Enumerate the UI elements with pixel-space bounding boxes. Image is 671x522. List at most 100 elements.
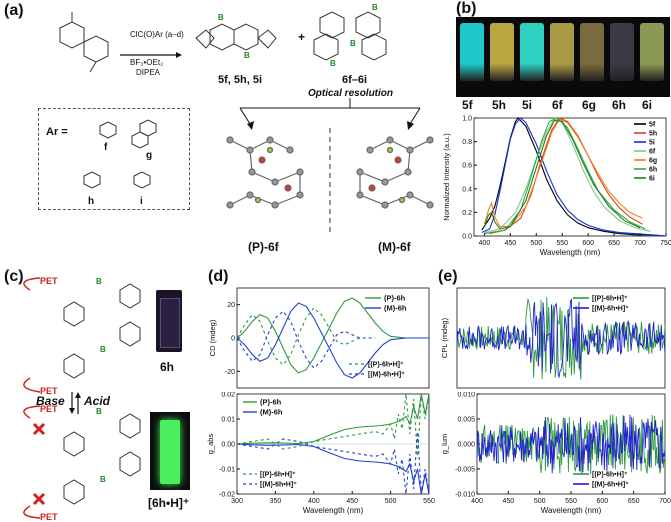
- vial-label-6f: 6f: [552, 98, 563, 112]
- series-(P)-6h: [236, 393, 430, 445]
- svg-text:B: B: [96, 407, 102, 416]
- legend-label: [(P)-6h•H]⁺: [592, 296, 628, 303]
- product-6-label: 6f–6i: [342, 74, 368, 86]
- series-[(M)-6h•H]⁺: [456, 298, 666, 379]
- plus-sign: +: [298, 30, 306, 44]
- y-tick-label: -0.02: [219, 492, 235, 499]
- svg-text:B: B: [350, 39, 356, 48]
- legend-label: (M)-6h: [384, 304, 407, 313]
- legend-label: [(M)-6h•H]⁺: [592, 482, 629, 489]
- y-tick-label: 0.00: [221, 442, 235, 449]
- y-tick-label: -0.005: [455, 467, 475, 474]
- ar-code-h: h: [88, 196, 95, 207]
- y-axis-label: Normalized Intensity (a.u.): [442, 133, 451, 221]
- x-tick-label: 550: [556, 240, 568, 247]
- series-[(M)-6h•H]⁺: [236, 310, 376, 369]
- y-tick-label: -20: [225, 369, 235, 376]
- legend-label: (M)-6h: [260, 408, 283, 417]
- pet-label-1: PET: [40, 276, 58, 286]
- x-tick-label: 750: [660, 240, 671, 247]
- base-label: Base: [36, 394, 65, 408]
- cd-chart: -20 0 20 CD (mdeg) (P)-6h(M)-6h [(P)-6h•H]⁺ [(…: [208, 287, 430, 389]
- scheme-c: B B B B: [23, 277, 141, 519]
- series-[(P)-6h•H]⁺: [236, 393, 430, 457]
- scheme-a: B B B B B: [59, 3, 434, 236]
- legend-label: [(P)-6h•H]⁺: [368, 362, 404, 369]
- reagent-acyl-chloride: ClC(O)Ar (a–d): [130, 30, 184, 39]
- series-5f: [481, 117, 667, 237]
- series-(P)-6h: [236, 297, 429, 374]
- svg-text:B: B: [100, 345, 106, 354]
- vial-5f: [460, 23, 484, 81]
- pet-blocked-marks: [32, 422, 46, 506]
- vial-6i: [640, 23, 664, 81]
- panel-label-b: (b): [456, 0, 477, 17]
- legend-label-5h: 5h: [649, 131, 657, 138]
- legend-label: [(M)-6h•H]⁺: [592, 306, 629, 313]
- x-tick-label: 500: [385, 498, 397, 505]
- legend-label-5i: 5i: [649, 140, 655, 147]
- vial-label-5f: 5f: [462, 98, 473, 112]
- ar-code-f: f: [104, 142, 108, 153]
- y-tick-label: 1.0: [462, 116, 472, 123]
- series-6h: [484, 117, 646, 235]
- svg-text:B: B: [100, 475, 106, 484]
- x-axis-label: Wavelength (nm): [303, 506, 364, 515]
- panel-label-d: (d): [208, 268, 229, 285]
- y-axis-label: g_lum: [440, 434, 449, 454]
- series-(M)-6h: [236, 302, 429, 379]
- vial-photo: [456, 17, 670, 97]
- pet-label-3: PET: [40, 404, 58, 414]
- compound-6h-label: 6h: [160, 360, 175, 374]
- svg-text:B: B: [96, 277, 102, 286]
- legend-label-6g: 6g: [649, 158, 657, 165]
- crystal-structure-m: [356, 136, 434, 209]
- x-tick-label: 550: [565, 498, 577, 505]
- series-6i: [483, 119, 641, 230]
- vial-label-6i: 6i: [642, 98, 653, 112]
- bipyridine-structure: [59, 12, 109, 73]
- panel-label-e: (e): [438, 268, 458, 285]
- acid-label: Acid: [84, 394, 111, 408]
- vial-label-6h: 6h: [612, 98, 627, 112]
- legend-label-6f: 6f: [649, 149, 656, 156]
- y-axis-label: g_abs: [206, 434, 215, 455]
- x-tick-label: 600: [596, 498, 608, 505]
- x-tick-label: 350: [270, 498, 282, 505]
- legend-label: [(P)-6h•H]⁺: [592, 472, 628, 479]
- pet-label-4: PET: [40, 512, 58, 522]
- x-tick-label: 700: [634, 240, 646, 247]
- product-5-label: 5f, 5h, 5i: [218, 74, 263, 86]
- ar-substituent-box: [38, 108, 190, 210]
- y-tick-label: 20: [227, 302, 235, 309]
- enantiomer-p-label: (P)-6f: [248, 240, 279, 254]
- x-tick-label: 500: [534, 498, 546, 505]
- legend-label: (P)-6h: [384, 294, 406, 303]
- vial-6f: [550, 23, 574, 81]
- y-tick-label: 0.000: [457, 442, 475, 449]
- plot-frame: [473, 117, 667, 237]
- legend-label: [(M)-6h•H]⁺: [368, 372, 405, 379]
- enantiomer-m-label: (M)-6f: [378, 240, 411, 254]
- x-tick-label: 450: [502, 498, 514, 505]
- y-axis-label: CPL (mdeg): [440, 317, 449, 358]
- ar-substituents: [83, 119, 157, 189]
- y-tick-label: -0.01: [219, 467, 235, 474]
- ar-label: Ar =: [46, 126, 68, 138]
- legend-label: (P)-6h: [260, 398, 282, 407]
- svg-text:B: B: [372, 3, 378, 12]
- x-tick-label: 400: [479, 240, 491, 247]
- y-tick-label: 0.8: [462, 139, 472, 146]
- pet-label-2: PET: [40, 386, 58, 396]
- x-tick-label: 400: [471, 498, 483, 505]
- ar-code-g: g: [146, 150, 153, 161]
- svg-text:B: B: [218, 13, 224, 22]
- x-tick-label: 450: [504, 240, 516, 247]
- legend-label-6i: 6i: [649, 176, 655, 183]
- x-axis-label: Wavelength (nm): [540, 248, 601, 257]
- product-5-structure: [195, 23, 277, 51]
- y-tick-label: 0.0: [462, 234, 472, 241]
- x-tick-label: 500: [530, 240, 542, 247]
- y-tick-label: 0.2: [462, 210, 472, 217]
- y-tick-label: 0.6: [462, 163, 472, 170]
